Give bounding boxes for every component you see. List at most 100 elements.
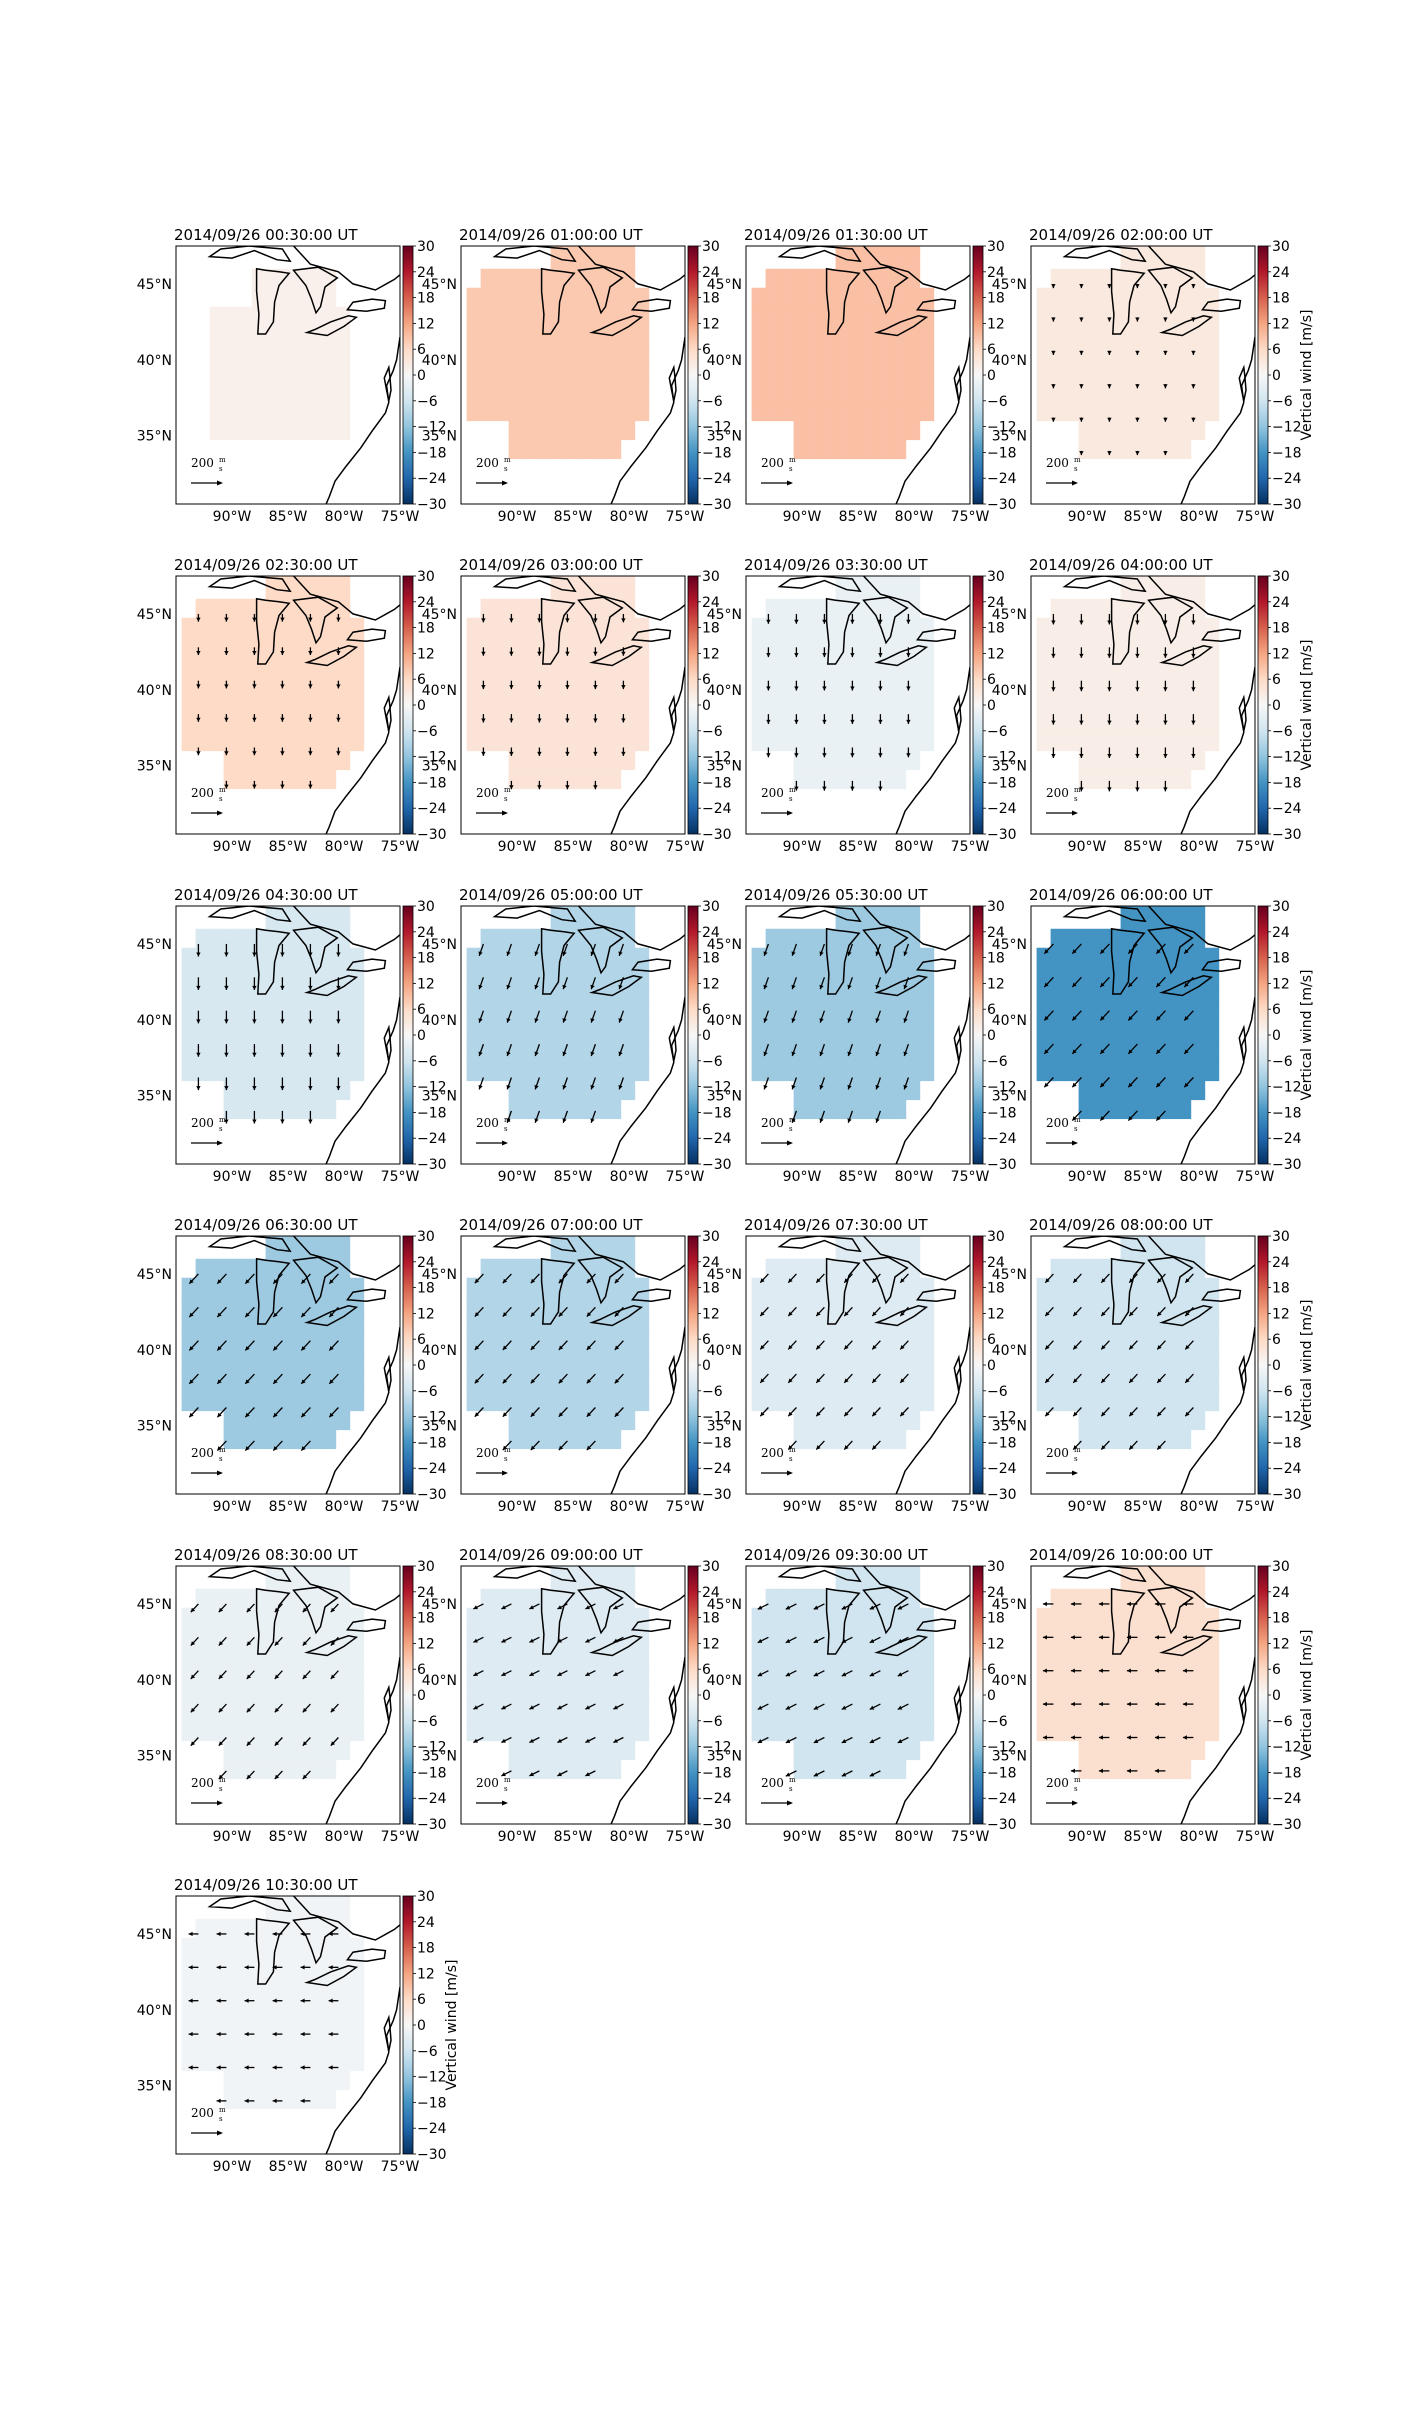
data-cell: [891, 731, 907, 752]
lat-label: 40°N: [707, 683, 742, 699]
data-cell: [564, 636, 580, 657]
panel-frame: [1030, 245, 1256, 505]
data-cell: [1148, 401, 1164, 422]
data-cell: [223, 731, 239, 752]
colorbar-tick-label: −30: [987, 1157, 1017, 1173]
data-cell: [1148, 1740, 1164, 1761]
data-cell: [793, 363, 809, 384]
data-cell: [265, 674, 281, 695]
data-cell: [251, 401, 267, 422]
data-cell: [251, 1391, 267, 1412]
wind-arrow-head: [872, 1411, 877, 1417]
wind-arrow-head: [1044, 1082, 1049, 1088]
data-cell: [307, 420, 323, 441]
data-cell: [223, 1334, 239, 1355]
data-cell: [279, 420, 295, 441]
data-cell: [480, 287, 496, 308]
data-cell: [877, 1566, 893, 1571]
data-cell: [494, 306, 510, 327]
data-cell: [863, 306, 879, 327]
data-cell: [863, 246, 879, 251]
data-cell: [578, 579, 594, 600]
colorbar-tick-label: −18: [987, 445, 1017, 461]
data-cell: [536, 928, 552, 949]
data-cell: [550, 1099, 566, 1120]
data-cell: [849, 655, 865, 676]
data-cell: [578, 306, 594, 327]
data-cell: [349, 636, 365, 657]
data-cell: [592, 906, 608, 911]
lon-label: 75°W: [951, 509, 990, 525]
coastline: [610, 336, 685, 504]
lon-label: 85°W: [269, 509, 308, 525]
data-cell: [751, 947, 767, 968]
data-cell: [335, 1664, 351, 1685]
data-cell: [1120, 1372, 1136, 1393]
data-cell: [1176, 1683, 1192, 1704]
data-cell: [821, 1277, 837, 1298]
data-cell: [620, 1740, 636, 1761]
wind-arrow-head: [1184, 1082, 1189, 1088]
wind-arrow-head: [819, 951, 824, 956]
lat-label: 45°N: [707, 937, 742, 953]
data-cell: [1050, 401, 1066, 422]
data-cell: [779, 674, 795, 695]
wind-arrow-head: [506, 984, 511, 990]
wind-arrow-head: [308, 617, 313, 622]
coastline: [1180, 666, 1255, 834]
data-cell: [522, 966, 538, 987]
lon-label: 75°W: [1236, 1169, 1275, 1185]
data-cell: [1134, 1296, 1150, 1317]
data-cell: [835, 1296, 851, 1317]
wind-arrow-head: [788, 1344, 793, 1350]
data-cell: [891, 712, 907, 733]
data-cell: [181, 1645, 197, 1666]
data-cell: [793, 325, 809, 346]
data-cell: [237, 1645, 253, 1666]
data-cell: [1176, 731, 1192, 752]
data-cell: [1064, 1315, 1080, 1336]
panel-frame: [460, 905, 686, 1165]
data-cell: [1120, 579, 1136, 600]
data-cell: [321, 1588, 337, 1609]
data-cell: [821, 439, 837, 460]
wind-arrow-head: [1070, 1735, 1075, 1740]
data-cell: [466, 1645, 482, 1666]
panel-frame: [460, 245, 686, 505]
data-cell: [293, 576, 309, 581]
data-cell: [223, 1975, 239, 1996]
data-cell: [223, 420, 239, 441]
bay-outline: [383, 1684, 392, 1721]
data-cell: [321, 363, 337, 384]
data-cell: [905, 1236, 921, 1241]
wind-arrow-head: [478, 984, 483, 990]
data-cell: [195, 712, 211, 733]
data-cell: [251, 1258, 267, 1279]
coastline: [1148, 246, 1255, 291]
data-cell: [1092, 1080, 1108, 1101]
data-cell: [606, 598, 622, 619]
data-cell: [1148, 1566, 1164, 1571]
scale-unit-den: s: [1074, 1455, 1078, 1463]
data-cell: [891, 249, 907, 270]
data-cell: [835, 1334, 851, 1355]
map-area: [466, 906, 685, 1164]
data-cell: [765, 1258, 781, 1279]
wind-arrow-head: [869, 1739, 875, 1743]
data-cell: [905, 344, 921, 365]
data-cell: [1106, 325, 1122, 346]
data-cell: [835, 636, 851, 657]
scale-unit-num: m: [1074, 1446, 1081, 1454]
data-cell: [564, 344, 580, 365]
data-cell: [494, 363, 510, 384]
data-cell: [849, 246, 865, 251]
data-cell: [891, 325, 907, 346]
lake-outline: [304, 645, 359, 667]
lake-outline: [255, 927, 291, 995]
data-cell: [849, 1683, 865, 1704]
colorbar-tick-label: −30: [702, 1157, 732, 1173]
data-cell: [1190, 1239, 1206, 1260]
lake-outline: [304, 315, 359, 337]
data-cell: [564, 1721, 580, 1742]
